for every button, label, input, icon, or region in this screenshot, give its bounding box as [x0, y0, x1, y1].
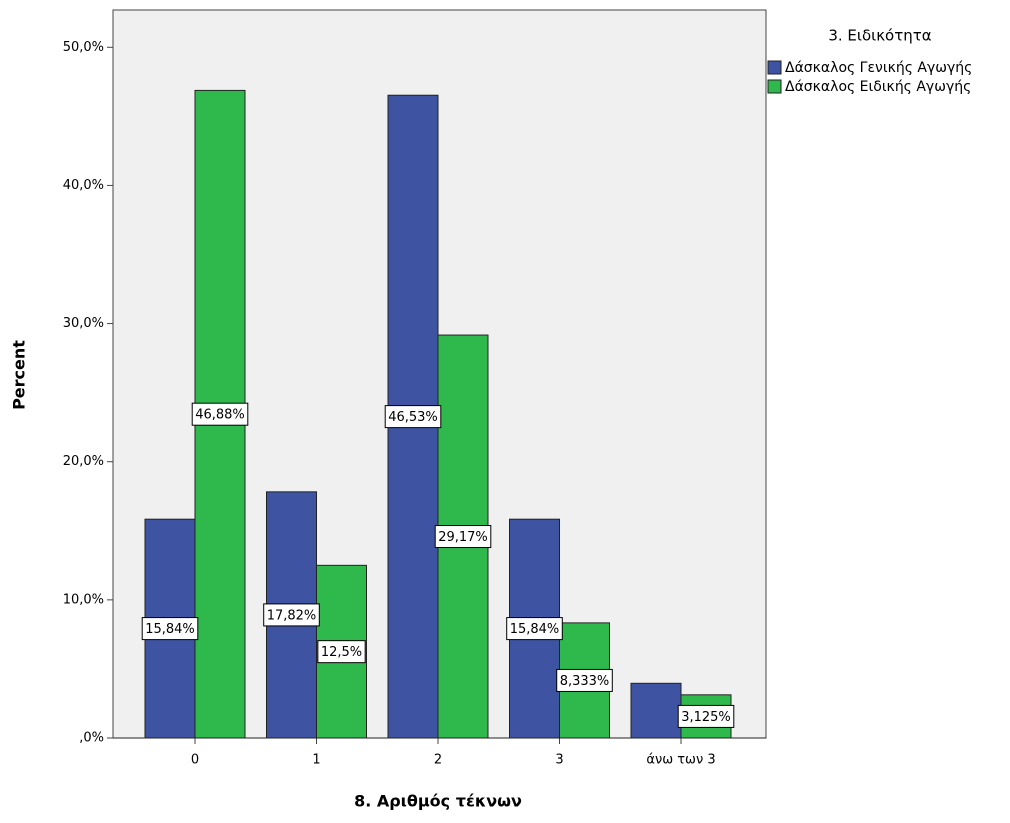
value-label-box — [263, 603, 320, 627]
x-tick-label: 1 — [312, 753, 320, 768]
y-tick-label: 50,0% — [63, 40, 104, 55]
legend-label: Δάσκαλος Ειδικής Αγωγής — [785, 79, 971, 95]
y-tick-label: ,0% — [79, 731, 104, 746]
legend-title: 3. Ειδικότητα — [828, 27, 931, 45]
bar — [630, 682, 682, 739]
value-label: 29,17% — [438, 530, 488, 545]
value-label: 15,84% — [510, 622, 560, 637]
x-tick-label: 0 — [191, 753, 199, 768]
value-label-box — [317, 640, 366, 664]
legend-swatch — [767, 60, 782, 75]
y-axis-title: Percent — [10, 340, 29, 410]
value-label-box — [384, 405, 442, 429]
value-label-box — [556, 668, 613, 692]
value-label: 46,88% — [195, 408, 245, 423]
value-label: 46,53% — [388, 410, 438, 425]
value-label-box — [506, 617, 563, 641]
value-label: 3,125% — [681, 710, 731, 725]
value-label: 8,333% — [560, 674, 610, 689]
y-tick-label: 40,0% — [63, 178, 104, 193]
legend-label: Δάσκαλος Γενικής Αγωγής — [785, 60, 972, 76]
y-tick-label: 30,0% — [63, 316, 104, 331]
x-tick-label: 3 — [555, 753, 563, 768]
value-label: 12,5% — [321, 645, 362, 660]
y-tick-label: 20,0% — [63, 454, 104, 469]
value-label-box — [677, 704, 735, 728]
value-label: 15,84% — [145, 622, 195, 637]
y-tick-label: 10,0% — [63, 592, 104, 607]
legend-swatch — [767, 79, 782, 94]
value-label-box — [141, 617, 199, 641]
value-label-box — [434, 525, 492, 549]
x-tick-label: 2 — [434, 753, 442, 768]
x-axis-title: 8. Αριθμός τέκνων — [354, 792, 522, 811]
x-tick-label: άνω των 3 — [646, 753, 715, 768]
value-label-box — [191, 402, 249, 426]
value-label: 17,82% — [267, 608, 317, 623]
